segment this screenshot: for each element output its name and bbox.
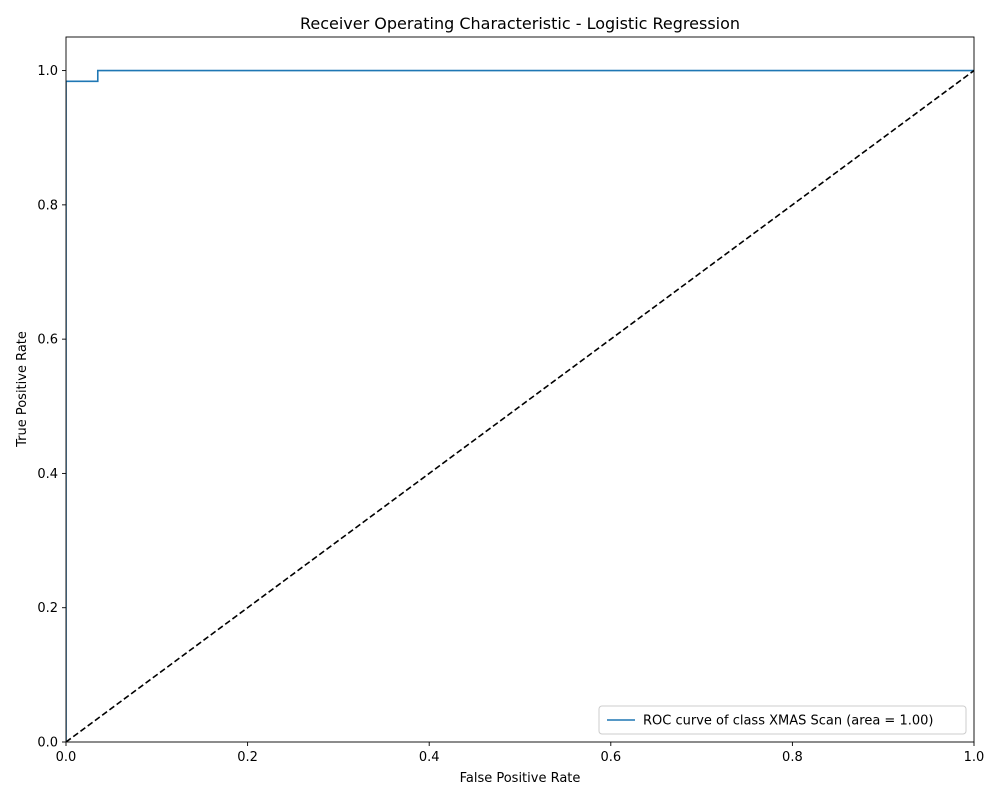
y-tick-label: 0.4 (37, 467, 58, 482)
x-tick-label: 0.2 (237, 750, 258, 765)
x-tick-label: 0.4 (419, 750, 440, 765)
y-tick-label: 0.0 (37, 736, 58, 751)
x-tick-label: 0.6 (600, 750, 621, 765)
x-axis-label: False Positive Rate (460, 771, 581, 786)
chance-line (66, 69, 974, 742)
axes-frame (65, 36, 975, 743)
plot-area: 0.0 0.2 0.4 0.6 0.8 1.0 0.0 0.2 0.4 0.6 0.8 1.0 (37, 36, 985, 765)
y-tick-label: 1.0 (37, 64, 58, 79)
y-tick-label: 0.2 (37, 601, 58, 616)
legend: ROC curve of class XMAS Scan (area = 1.0… (598, 705, 967, 735)
y-tick-label: 0.6 (37, 333, 58, 348)
legend-box (598, 705, 967, 735)
y-tick-label: 0.8 (37, 198, 58, 213)
chart-title: Receiver Operating Characteristic - Logi… (300, 14, 740, 33)
series-group (66, 69, 974, 742)
y-axis-label: True Positive Rate (15, 331, 30, 448)
x-tick-label: 1.0 (964, 750, 985, 765)
x-tick-label: 0.8 (782, 750, 803, 765)
x-tick-label: 0.0 (56, 750, 77, 765)
roc-curve-line (66, 69, 974, 742)
legend-label: ROC curve of class XMAS Scan (area = 1.0… (643, 714, 933, 729)
